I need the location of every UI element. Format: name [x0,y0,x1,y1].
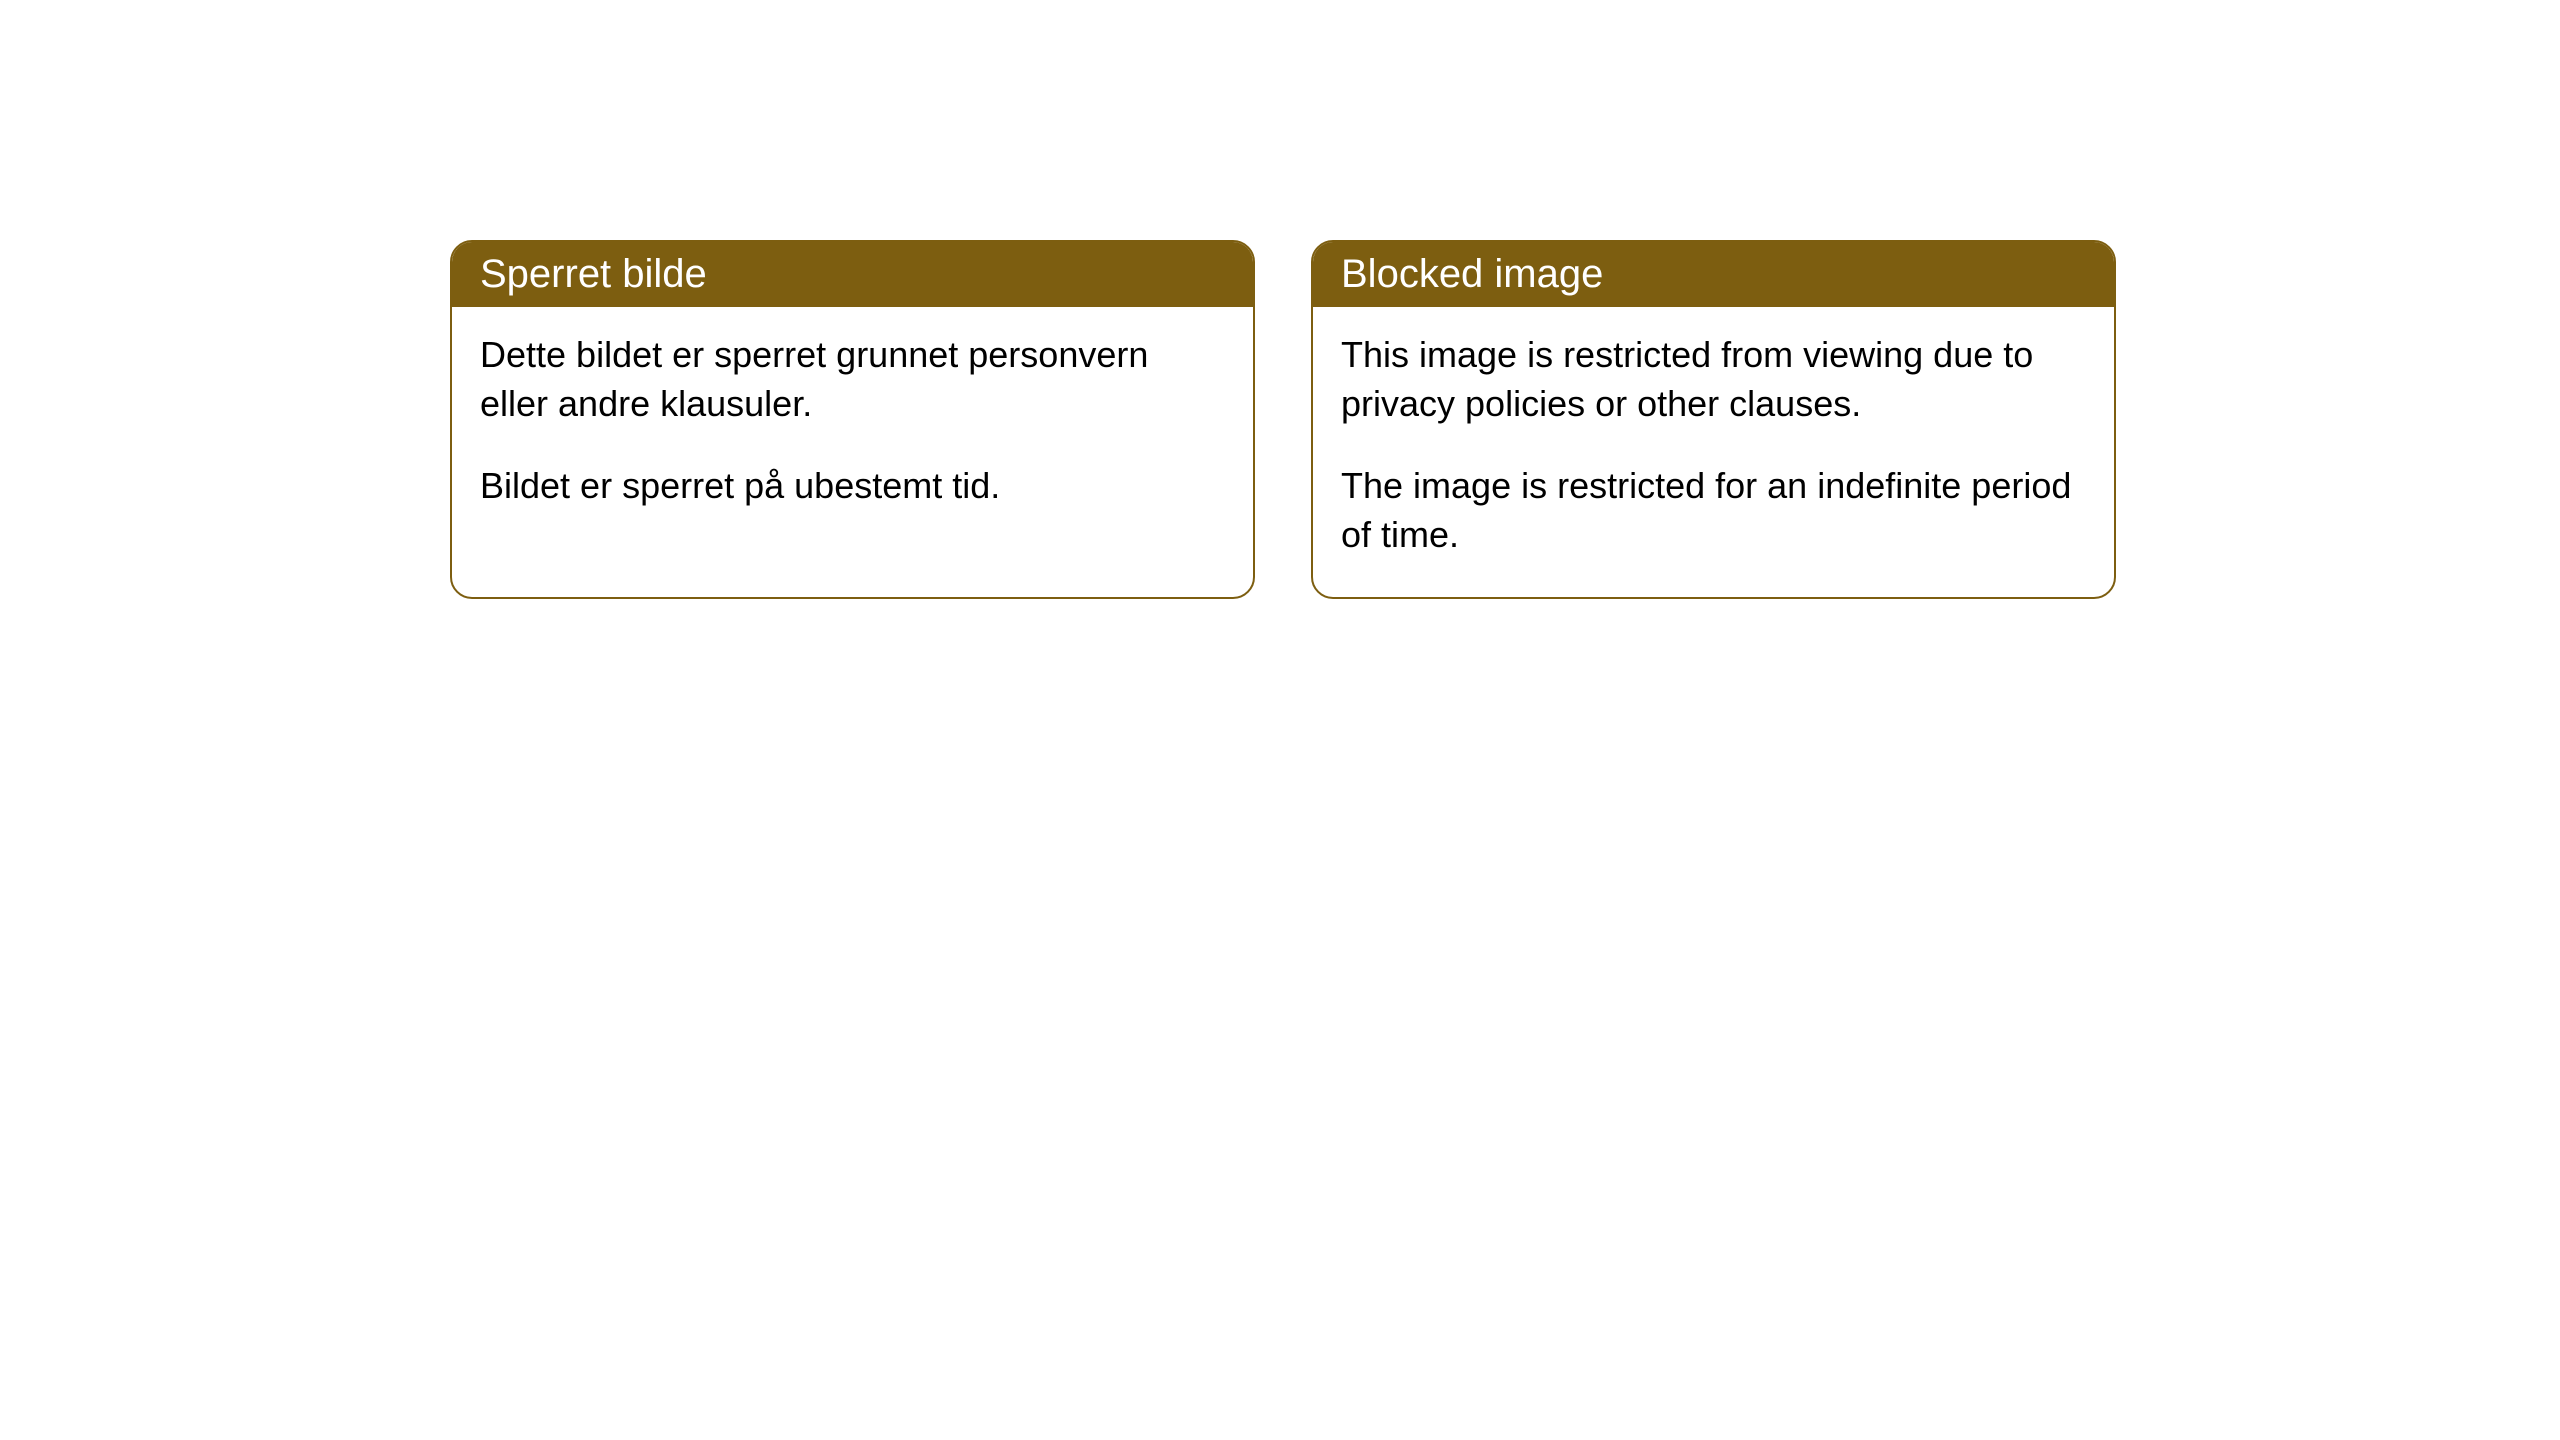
notice-body-norwegian: Dette bildet er sperret grunnet personve… [452,307,1253,549]
notice-header-norwegian: Sperret bilde [452,242,1253,307]
notice-card-norwegian: Sperret bilde Dette bildet er sperret gr… [450,240,1255,599]
notice-card-english: Blocked image This image is restricted f… [1311,240,2116,599]
notice-paragraph-2-norwegian: Bildet er sperret på ubestemt tid. [480,462,1225,511]
notice-container: Sperret bilde Dette bildet er sperret gr… [450,240,2116,599]
notice-header-english: Blocked image [1313,242,2114,307]
notice-paragraph-2-english: The image is restricted for an indefinit… [1341,462,2086,559]
notice-paragraph-1-norwegian: Dette bildet er sperret grunnet personve… [480,331,1225,428]
notice-body-english: This image is restricted from viewing du… [1313,307,2114,597]
notice-paragraph-1-english: This image is restricted from viewing du… [1341,331,2086,428]
